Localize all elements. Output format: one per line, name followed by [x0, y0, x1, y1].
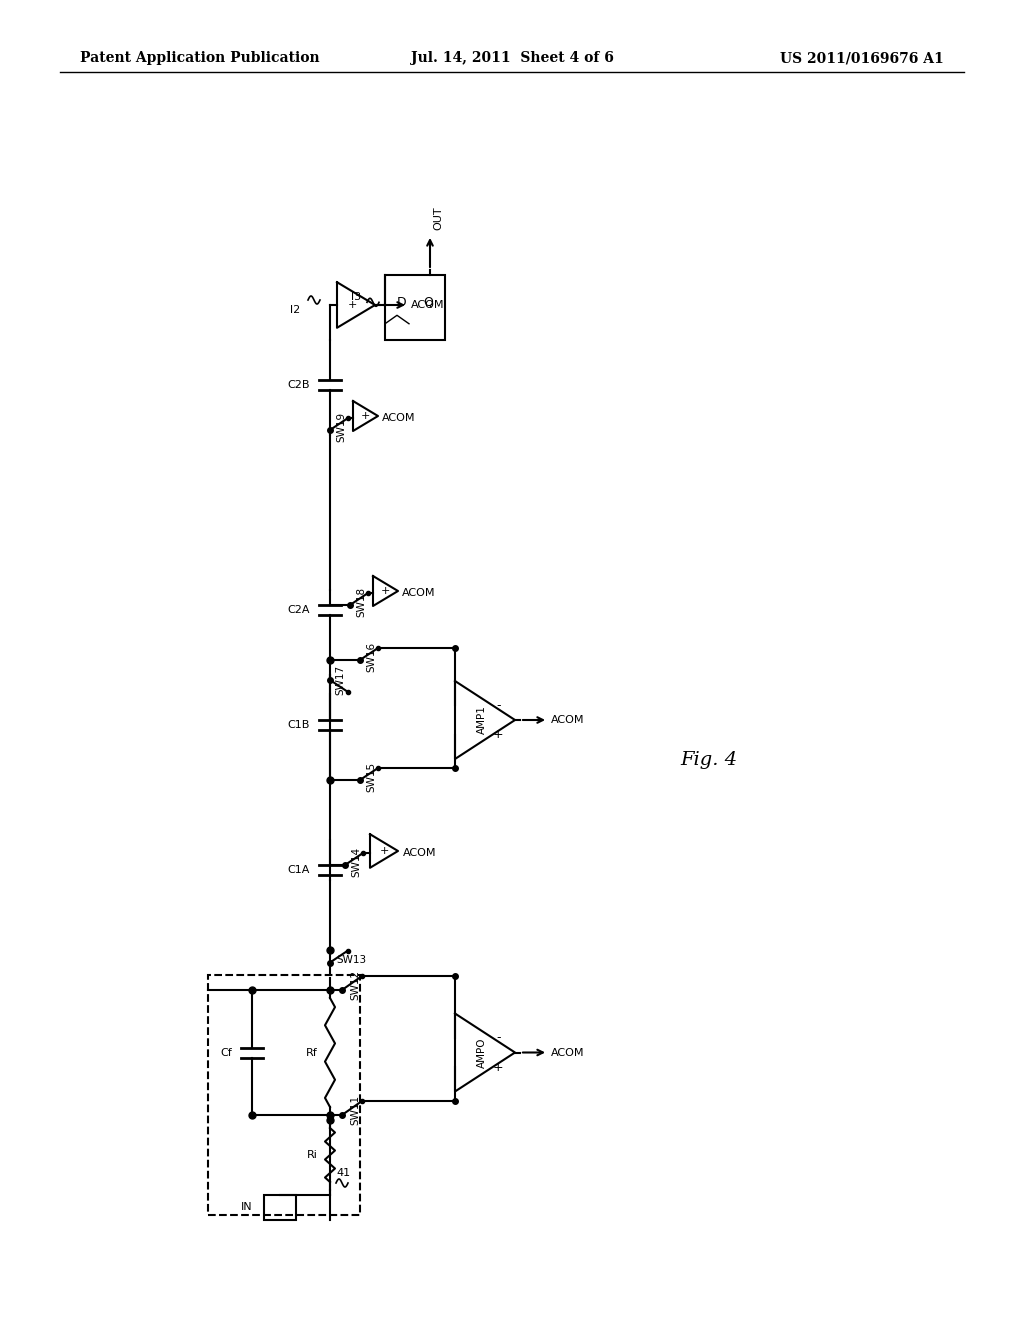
Text: Cf: Cf	[220, 1048, 232, 1057]
Text: l3: l3	[351, 292, 361, 302]
Text: 41: 41	[336, 1168, 350, 1177]
Text: -: -	[496, 1031, 501, 1044]
Text: C2B: C2B	[288, 380, 310, 389]
Text: ACOM: ACOM	[411, 300, 444, 310]
Text: SW11: SW11	[350, 1096, 360, 1125]
Text: +: +	[493, 1061, 504, 1073]
Text: IN: IN	[241, 1203, 252, 1213]
Text: SW19: SW19	[336, 412, 346, 442]
Text: SW12: SW12	[350, 970, 360, 1001]
Bar	[264, 1195, 296, 1220]
Text: SW14: SW14	[351, 847, 361, 876]
Text: Fig. 4: Fig. 4	[680, 751, 737, 770]
Text: Jul. 14, 2011  Sheet 4 of 6: Jul. 14, 2011 Sheet 4 of 6	[411, 51, 613, 65]
Text: Rf: Rf	[306, 1048, 318, 1057]
Text: AMPO: AMPO	[477, 1038, 487, 1068]
Text: ACOM: ACOM	[551, 715, 585, 725]
Text: C1A: C1A	[288, 865, 310, 875]
Text: SW18: SW18	[356, 587, 366, 618]
Text: +: +	[379, 846, 389, 855]
Text: US 2011/0169676 A1: US 2011/0169676 A1	[780, 51, 944, 65]
Text: +: +	[347, 300, 357, 310]
Text: ACOM: ACOM	[402, 587, 435, 598]
Text: D: D	[397, 296, 407, 309]
Text: +: +	[360, 411, 371, 421]
Bar	[208, 975, 360, 1214]
Text: C1B: C1B	[288, 719, 310, 730]
Text: SW16: SW16	[366, 642, 376, 672]
Text: Ri: Ri	[307, 1150, 318, 1160]
Text: Patent Application Publication: Patent Application Publication	[80, 51, 319, 65]
Text: Q: Q	[423, 296, 433, 309]
Text: SW13: SW13	[336, 954, 367, 965]
Text: AMP1: AMP1	[477, 706, 487, 734]
Text: +: +	[493, 729, 504, 742]
Text: ACOM: ACOM	[382, 413, 416, 422]
Text: SW15: SW15	[366, 762, 376, 792]
Text: ACOM: ACOM	[551, 1048, 585, 1057]
Text: SW17: SW17	[335, 665, 345, 696]
Text: ACOM: ACOM	[403, 847, 436, 858]
Text: OUT: OUT	[433, 206, 443, 230]
Text: +: +	[381, 586, 390, 597]
Bar	[385, 275, 445, 341]
Text: l2: l2	[290, 305, 300, 315]
Text: -: -	[496, 698, 501, 711]
Text: C2A: C2A	[288, 605, 310, 615]
